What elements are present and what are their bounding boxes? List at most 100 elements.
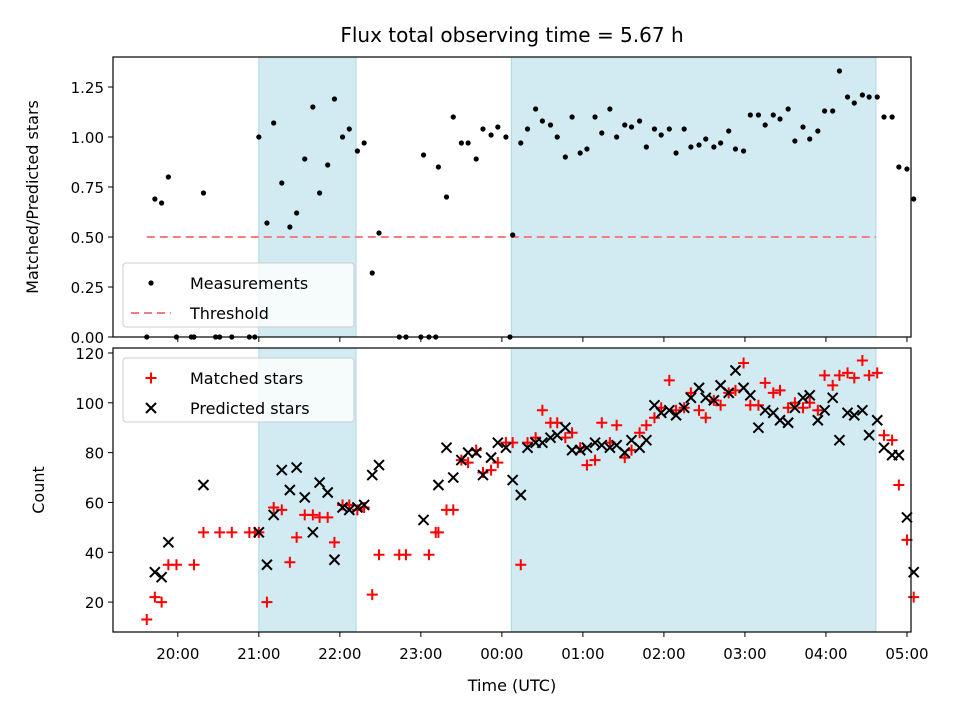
count-legend-label: Predicted stars: [190, 399, 310, 418]
count-legend-box: [122, 357, 355, 423]
measurement-point: [316, 190, 323, 196]
matched-star-point: [226, 526, 238, 538]
count-y-axis-label: Count: [29, 466, 48, 514]
legend-predicted-marker: [145, 402, 157, 414]
measurement-point: [859, 92, 865, 98]
predicted-star-point: [663, 404, 676, 416]
measurement-point: [732, 146, 739, 152]
matched-star-point: [848, 372, 860, 384]
matched-star-point: [284, 556, 296, 568]
x-tick-label: 23:00: [399, 645, 442, 663]
x-tick-label: 01:00: [561, 645, 604, 663]
matched-star-point: [515, 559, 527, 571]
predicted-star-point: [351, 501, 364, 514]
measurement-point: [287, 224, 293, 230]
predicted-star-point: [774, 414, 786, 426]
count-legend: Matched stars Predicted stars: [122, 357, 355, 423]
legend-measurement-marker: [148, 280, 154, 286]
matched-star-point: [908, 591, 920, 603]
matched-star-point: [752, 399, 764, 411]
predicted-star-point: [789, 402, 801, 414]
predicted-star-point: [440, 441, 453, 454]
matched-star-point: [611, 419, 623, 431]
predicted-star-point: [284, 484, 296, 496]
measurement-point: [844, 94, 851, 100]
predicted-star-point: [155, 571, 168, 583]
predicted-star-point: [373, 459, 385, 471]
measurement-point: [376, 230, 382, 236]
ratio-legend-box: [122, 262, 355, 328]
predicted-star-point: [313, 476, 326, 489]
matched-star-point: [492, 457, 504, 469]
measurement-point: [480, 126, 486, 132]
measurement-point: [339, 134, 346, 140]
matched-star-point: [214, 526, 226, 538]
ratio-legend-label: Threshold: [189, 304, 269, 323]
predicted-star-point: [655, 407, 667, 419]
measurement-point: [547, 122, 554, 128]
measurement-point: [703, 136, 709, 142]
measurement-point: [539, 118, 545, 124]
measurement-point: [681, 126, 687, 132]
ratio-y-tick-label: 0.75: [71, 179, 104, 197]
matched-star-point: [141, 614, 153, 626]
matched-star-point: [774, 384, 786, 396]
x-tick-label: 02:00: [642, 645, 685, 663]
predicted-star-point: [521, 441, 534, 454]
measurement-point: [770, 112, 776, 118]
matched-star-point: [693, 404, 705, 416]
measurement-point: [889, 114, 895, 120]
predicted-star-point: [492, 436, 504, 449]
predicted-star-point: [841, 407, 854, 419]
predicted-star-point: [447, 471, 459, 484]
predicted-star-point: [589, 436, 601, 449]
ratio-legend: Measurements Threshold: [122, 262, 355, 328]
ratio-y-tick-label: 0.25: [71, 279, 104, 297]
predicted-star-point: [581, 441, 593, 454]
matched-star-point: [291, 531, 303, 543]
predicted-star-point: [536, 436, 549, 449]
ratio-y-tick-label: 0.50: [71, 229, 104, 247]
count-plot-frame: [112, 347, 912, 633]
predicted-star-point: [197, 479, 210, 491]
matched-star-point: [833, 369, 845, 381]
predicted-star-point: [678, 402, 690, 414]
measurement-point: [310, 104, 316, 110]
measurement-point: [569, 114, 575, 120]
measurement-point: [264, 220, 270, 226]
matched-star-point: [596, 417, 608, 429]
count-y-tick-label: 20: [85, 594, 104, 612]
measurement-point: [881, 114, 887, 120]
predicted-star-point: [462, 446, 474, 459]
predicted-star-point: [729, 364, 742, 377]
x-tick-label: 05:00: [885, 645, 928, 663]
predicted-star-point: [506, 474, 519, 486]
predicted-star-point: [812, 414, 824, 426]
count-y-tick-label: 60: [85, 494, 104, 512]
matched-star-point: [447, 504, 459, 516]
predicted-star-point: [604, 441, 616, 454]
predicted-star-point: [708, 394, 720, 407]
legend-matched-marker: [145, 372, 157, 384]
ratio-legend-label: Measurements: [190, 274, 308, 293]
matched-star-point: [307, 509, 319, 521]
measurement-point: [510, 232, 516, 238]
predicted-star-point: [759, 404, 771, 416]
predicted-star-point: [470, 446, 482, 459]
matched-star-point: [328, 536, 340, 548]
predicted-star-point: [619, 446, 631, 459]
predicted-star-point: [299, 491, 311, 504]
predicted-star-point: [366, 469, 378, 481]
matched-star-point: [893, 479, 905, 491]
predicted-star-point: [417, 514, 430, 526]
matched-star-point: [156, 596, 168, 608]
predicted-star-point: [818, 404, 831, 416]
measurement-point: [740, 148, 747, 154]
predicted-star-point: [276, 464, 288, 476]
matched-star-point: [715, 399, 727, 411]
measurement-point: [658, 132, 664, 138]
predicted-star-point: [901, 511, 913, 524]
measurement-point: [651, 126, 658, 132]
measurement-point: [165, 174, 171, 180]
